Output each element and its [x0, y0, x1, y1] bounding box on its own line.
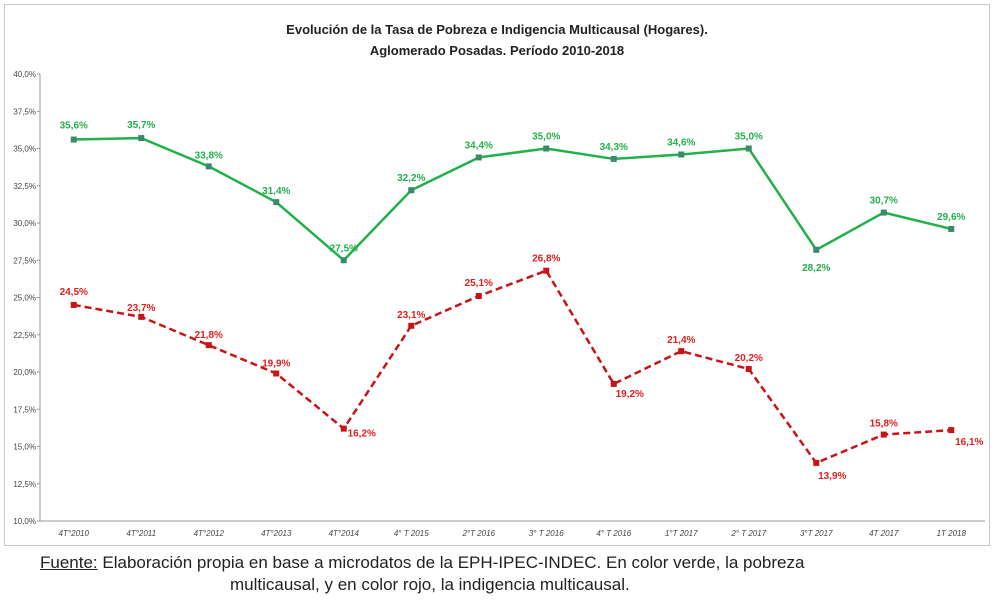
- pobreza-point: [745, 145, 752, 152]
- pobreza-data-label: 34,6%: [667, 137, 695, 148]
- pobreza-data-label: 31,4%: [262, 186, 290, 197]
- y-tick-label: 22,5%: [13, 331, 36, 340]
- pobreza-data-label: 28,2%: [802, 263, 830, 274]
- indigencia-data-label: 19,9%: [262, 358, 290, 369]
- x-tick-label: 1T 2018: [937, 529, 967, 538]
- indigencia-data-label: 25,1%: [465, 278, 493, 289]
- indigencia-point: [408, 322, 415, 329]
- y-tick-label: 20,0%: [13, 368, 36, 377]
- pobreza-point: [880, 209, 887, 216]
- pobreza-data-label: 35,7%: [127, 120, 155, 131]
- x-tick-label: 2° T 2017: [730, 529, 766, 538]
- pobreza-point: [138, 135, 145, 142]
- pobreza-data-label: 34,4%: [465, 140, 493, 151]
- pobreza-data-label: 27,5%: [330, 243, 358, 254]
- y-tick-label: 12,5%: [13, 480, 36, 489]
- pobreza-point: [813, 246, 820, 253]
- pobreza-data-label: 35,0%: [532, 132, 560, 143]
- y-tick-label: 27,5%: [13, 256, 36, 265]
- x-tick-label: 4T°2011: [126, 529, 156, 538]
- indigencia-point: [543, 267, 550, 274]
- indigencia-data-label: 21,4%: [667, 335, 695, 346]
- x-tick-label: 4T 2017: [869, 529, 899, 538]
- y-tick-label: 25,0%: [13, 294, 36, 303]
- y-tick-label: 35,0%: [13, 145, 36, 154]
- x-tick-label: 1°T 2017: [665, 529, 698, 538]
- indigencia-data-label: 16,1%: [955, 437, 983, 448]
- pobreza-data-label: 32,2%: [397, 173, 425, 184]
- indigencia-point: [745, 366, 752, 373]
- indigencia-data-label: 26,8%: [532, 254, 560, 265]
- indigencia-point: [678, 348, 685, 355]
- x-tick-label: 4° T 2015: [394, 529, 429, 538]
- line-chart: Evolución de la Tasa de Pobreza e Indige…: [13, 22, 985, 538]
- chart-title-line-1: Evolución de la Tasa de Pobreza e Indige…: [286, 22, 708, 37]
- pobreza-point: [543, 145, 550, 152]
- pobreza-point: [273, 199, 280, 206]
- indigencia-point: [273, 370, 280, 377]
- indigencia-point: [610, 380, 617, 387]
- pobreza-data-label: 33,8%: [195, 150, 223, 161]
- x-tick-label: 4T°2014: [329, 529, 360, 538]
- pobreza-point: [408, 187, 415, 194]
- y-tick-label: 10,0%: [13, 517, 36, 526]
- indigencia-point: [475, 293, 482, 300]
- y-tick-label: 30,0%: [13, 219, 36, 228]
- pobreza-point: [70, 136, 77, 143]
- indigencia-point: [813, 459, 820, 466]
- y-tick-label: 40,0%: [13, 70, 36, 79]
- caption-line-1: Elaboración propia en base a microdatos …: [97, 553, 805, 572]
- y-tick-label: 37,5%: [13, 107, 36, 116]
- pobreza-line: [73, 136, 952, 262]
- indigencia-point: [138, 313, 145, 320]
- pobreza-point: [340, 257, 347, 264]
- indigencia-data-label: 19,2%: [616, 389, 644, 400]
- indigencia-data-label: 21,8%: [195, 330, 223, 341]
- x-tick-label: 4° T 2016: [596, 529, 631, 538]
- x-tick-label: 3° T 2016: [529, 529, 564, 538]
- indigencia-point: [880, 431, 887, 438]
- pobreza-data-label: 29,6%: [937, 212, 965, 223]
- indigencia-point: [340, 425, 347, 432]
- indigencia-data-label: 20,2%: [735, 353, 763, 364]
- y-tick-label: 32,5%: [13, 182, 36, 191]
- y-tick-label: 15,0%: [13, 443, 36, 452]
- chart-title-line-2: Aglomerado Posadas. Período 2010-2018: [370, 43, 624, 58]
- caption: Fuente: Elaboración propia en base a mic…: [40, 552, 940, 596]
- indigencia-data-label: 16,2%: [348, 429, 376, 440]
- pobreza-point: [475, 154, 482, 161]
- x-tick-label: 3°T 2017: [800, 529, 833, 538]
- pobreza-data-label: 30,7%: [870, 196, 898, 207]
- indigencia-data-label: 23,7%: [127, 303, 155, 314]
- indigencia-point: [948, 427, 955, 434]
- indigencia-line: [73, 269, 952, 465]
- pobreza-point: [678, 151, 685, 158]
- pobreza-point: [205, 163, 212, 170]
- caption-source-label: Fuente:: [40, 553, 98, 572]
- x-tick-label: 4T°2013: [261, 529, 292, 538]
- indigencia-data-label: 24,5%: [60, 287, 88, 298]
- pobreza-point: [610, 155, 617, 162]
- x-tick-label: 4T°2010: [59, 529, 90, 538]
- x-tick-label: 4T°2012: [194, 529, 225, 538]
- indigencia-data-label: 13,9%: [818, 471, 846, 482]
- indigencia-data-label: 23,1%: [397, 310, 425, 321]
- pobreza-data-label: 35,0%: [735, 132, 763, 143]
- y-tick-label: 17,5%: [13, 405, 36, 414]
- pobreza-data-label: 34,3%: [600, 142, 628, 153]
- indigencia-data-label: 15,8%: [870, 419, 898, 430]
- indigencia-point: [205, 342, 212, 349]
- pobreza-data-label: 35,6%: [60, 121, 88, 132]
- indigencia-point: [70, 301, 77, 308]
- pobreza-point: [948, 225, 955, 232]
- x-tick-label: 2°T 2016: [461, 529, 495, 538]
- chart-frame: [4, 4, 990, 546]
- caption-line-2: multicausal, y en color rojo, la indigen…: [230, 575, 630, 594]
